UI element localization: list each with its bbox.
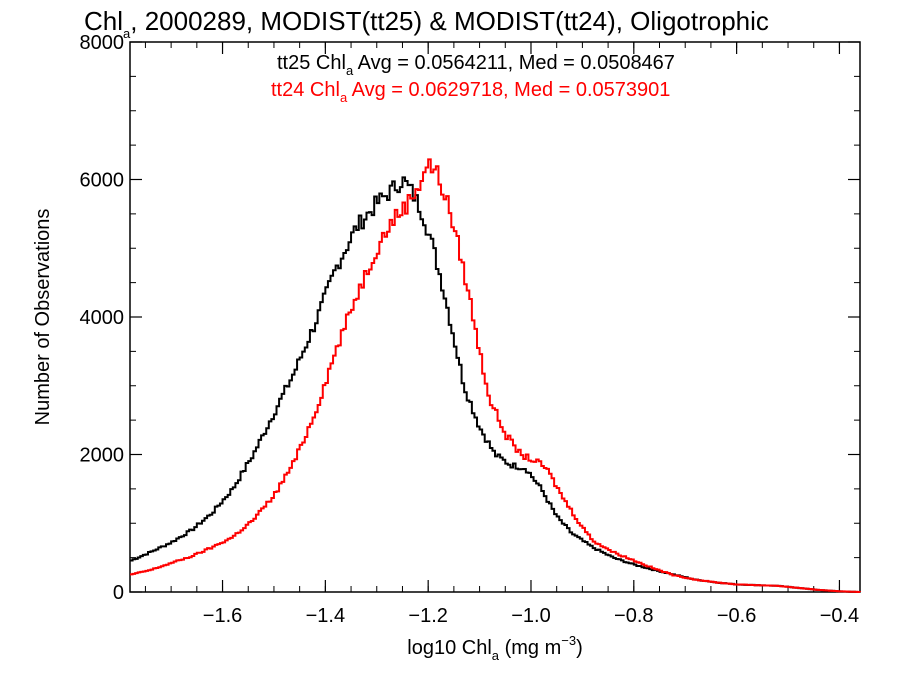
- y-tick-label: 2000: [80, 445, 125, 467]
- title-part2: , 2000289, MODIST(tt25) & MODIST(tt24), …: [130, 6, 769, 36]
- x-tick-label: −1.4: [306, 605, 345, 627]
- chart-title: Chla, 2000289, MODIST(tt25) & MODIST(tt2…: [84, 6, 769, 41]
- xlabel-part3: ): [576, 637, 583, 659]
- legend-tt24-name: tt24 Chl: [271, 79, 340, 101]
- y-tick-label: 8000: [80, 32, 125, 54]
- x-tick-label: −1.6: [203, 605, 242, 627]
- legend-tt24-text: Avg = 0.0629718, Med = 0.0573901: [347, 79, 670, 101]
- series-line-1: [130, 158, 861, 593]
- xlabel-part2: (mg m: [499, 637, 561, 659]
- y-axis-title: Number of Observations: [32, 209, 54, 426]
- x-axis-title: log10 Chla (mg m−3): [407, 633, 582, 663]
- legend-tt25-subscript: a: [346, 63, 354, 78]
- series-line-0: [130, 176, 861, 593]
- legend-tt24-subscript: a: [340, 90, 348, 105]
- legend-entry-tt25: tt25 Chla Avg = 0.0564211, Med = 0.05084…: [277, 52, 675, 78]
- series-group: [130, 158, 861, 593]
- legend-tt25-name: tt25 Chl: [277, 52, 346, 74]
- x-tick-label: −0.6: [717, 605, 756, 627]
- axis-ticks: −1.6 −1.4 −1.2 −1.0 −0.8 −0.6 −0.4 0 2000 4000 600…: [80, 32, 860, 627]
- x-tick-label: −0.4: [820, 605, 859, 627]
- legend-tt25-text: Avg = 0.0564211, Med = 0.0508467: [353, 52, 675, 74]
- x-tick-label: −1.0: [511, 605, 550, 627]
- xlabel-part1: log10 Chl: [407, 637, 492, 659]
- title-part1: Chl: [84, 6, 123, 36]
- y-tick-label: 0: [113, 582, 124, 604]
- x-tick-label: −1.2: [408, 605, 447, 627]
- y-tick-label: 4000: [80, 307, 125, 329]
- legend-entry-tt24: tt24 Chla Avg = 0.0629718, Med = 0.05739…: [271, 79, 670, 105]
- title-subscript: a: [123, 26, 131, 41]
- xlabel-subscript: a: [492, 648, 500, 663]
- plot-frame: [129, 41, 861, 593]
- y-tick-label: 6000: [80, 170, 125, 192]
- x-tick-label: −0.8: [614, 605, 653, 627]
- xlabel-superscript: −3: [561, 633, 576, 648]
